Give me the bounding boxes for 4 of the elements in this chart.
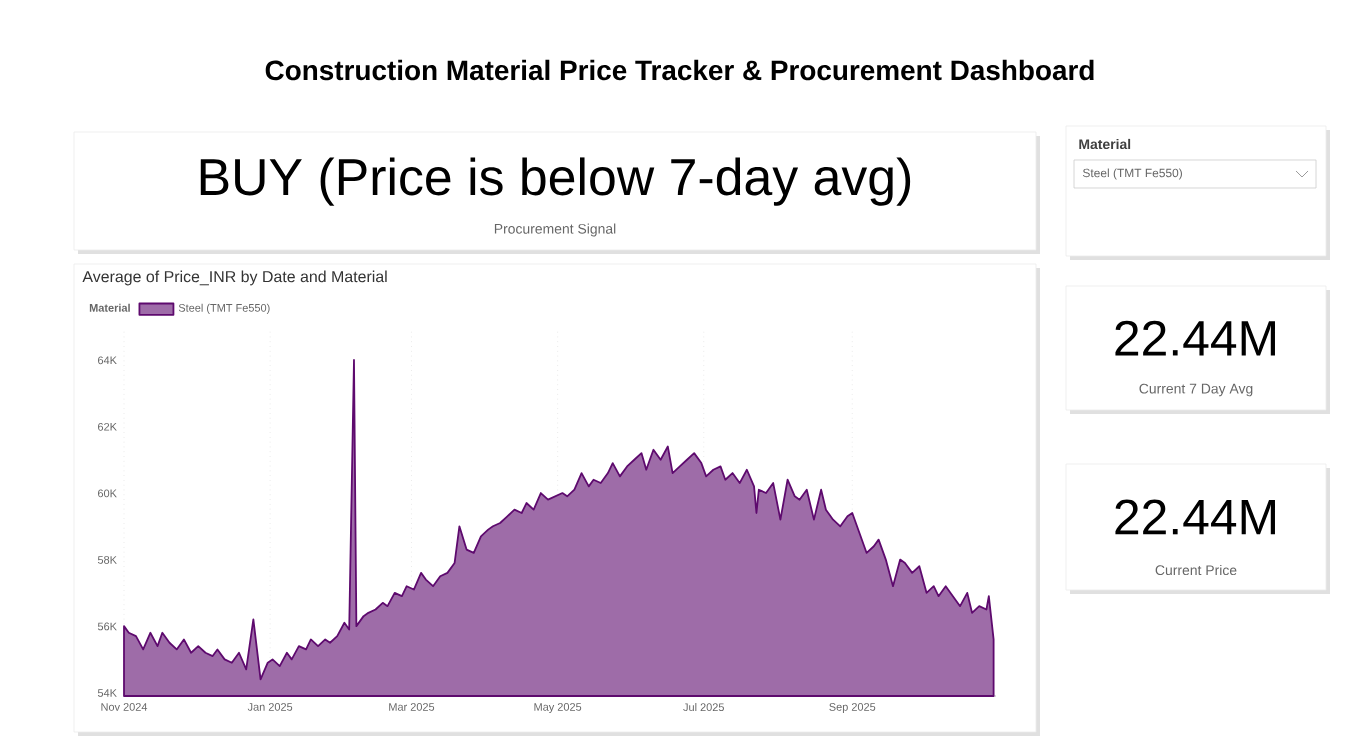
text: Construction Material Price Tracker & Procurement Dashboard (265, 59, 1094, 81)
text: 22.44M (1115, 320, 1275, 356)
text: 22.44M (1115, 499, 1275, 535)
text: BUY (Price is below 7-day avg) (200, 157, 911, 206)
